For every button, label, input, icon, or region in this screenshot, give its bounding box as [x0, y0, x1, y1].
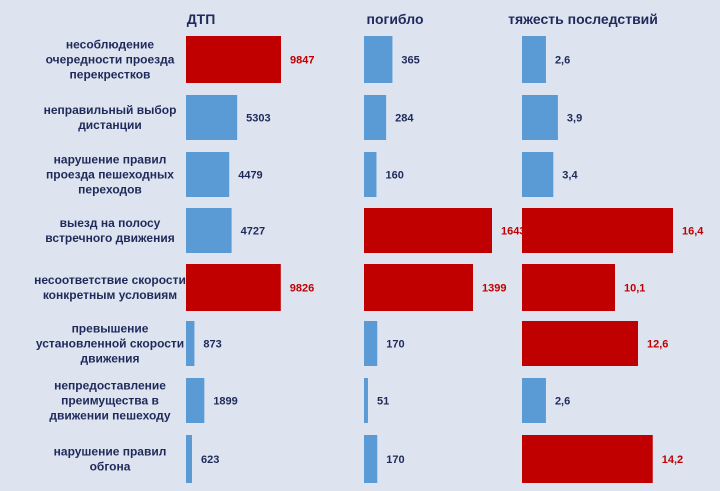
category-label: неправильный выбор — [44, 103, 177, 117]
category-label: нарушение правил — [54, 445, 167, 459]
category-label: преимущества в — [61, 394, 159, 408]
value-label: 1899 — [213, 396, 237, 408]
category-label: движении пешеходу — [49, 409, 170, 423]
value-label: 873 — [203, 339, 221, 351]
bar — [522, 36, 546, 83]
value-label: 5303 — [246, 113, 270, 125]
bar — [522, 264, 615, 311]
category-label: движения — [80, 352, 139, 366]
bar — [186, 264, 281, 311]
value-label: 1399 — [482, 283, 506, 295]
value-label: 12,6 — [647, 339, 668, 351]
category-label: перекрестков — [70, 68, 151, 82]
bar — [522, 321, 639, 366]
value-label: 365 — [401, 55, 419, 67]
bar — [186, 378, 205, 423]
value-label: 3,9 — [567, 113, 582, 125]
bar — [522, 95, 558, 140]
category-label: установленной скорости — [36, 337, 184, 351]
category-label: обгона — [90, 460, 131, 474]
bar — [522, 208, 673, 253]
value-label: 4727 — [241, 226, 265, 238]
bar — [364, 36, 393, 83]
value-label: 14,2 — [662, 454, 683, 466]
bar — [522, 378, 546, 423]
category-label: несоответствие скорости — [34, 273, 186, 287]
value-label: 10,1 — [624, 283, 645, 295]
bar — [364, 95, 387, 140]
value-label: 51 — [377, 396, 389, 408]
bar — [522, 435, 653, 483]
category-label: дистанции — [78, 118, 142, 132]
bar — [364, 152, 377, 197]
category-label: нарушение правил — [54, 153, 167, 167]
value-label: 2,6 — [555, 396, 570, 408]
bar — [364, 378, 368, 423]
category-label: непредоставление — [54, 379, 166, 393]
panel-title: погибло — [366, 11, 423, 27]
category-label: переходов — [78, 183, 142, 197]
value-label: 160 — [385, 170, 403, 182]
bar — [186, 152, 230, 197]
category-label: очередности проезда — [46, 53, 175, 67]
value-label: 9847 — [290, 55, 314, 67]
value-label: 9826 — [290, 283, 314, 295]
value-label: 170 — [386, 339, 404, 351]
bar — [364, 435, 378, 483]
panel-title: тяжесть последствий — [508, 11, 658, 27]
panel-title: ДТП — [187, 11, 216, 27]
bar — [186, 36, 281, 83]
category-label: выезд на полосу — [60, 216, 161, 230]
bar — [364, 264, 473, 311]
category-label: превышение — [72, 322, 149, 336]
bar — [364, 208, 492, 253]
bar — [186, 321, 195, 366]
category-label: конкретным условиям — [43, 288, 177, 302]
value-label: 16,4 — [682, 226, 704, 238]
value-label: 1643 — [501, 226, 525, 238]
value-label: 623 — [201, 454, 219, 466]
value-label: 2,6 — [555, 55, 570, 67]
value-label: 170 — [386, 454, 404, 466]
bar — [522, 152, 554, 197]
bar — [364, 321, 378, 366]
bar — [186, 435, 193, 483]
bar — [186, 208, 232, 253]
value-label: 284 — [395, 113, 414, 125]
value-label: 4479 — [238, 170, 262, 182]
value-label: 3,4 — [562, 170, 578, 182]
bar — [186, 95, 238, 140]
category-label: проезда пешеходных — [46, 168, 174, 182]
category-label: встречного движения — [45, 231, 174, 245]
category-label: несоблюдение — [66, 38, 155, 52]
